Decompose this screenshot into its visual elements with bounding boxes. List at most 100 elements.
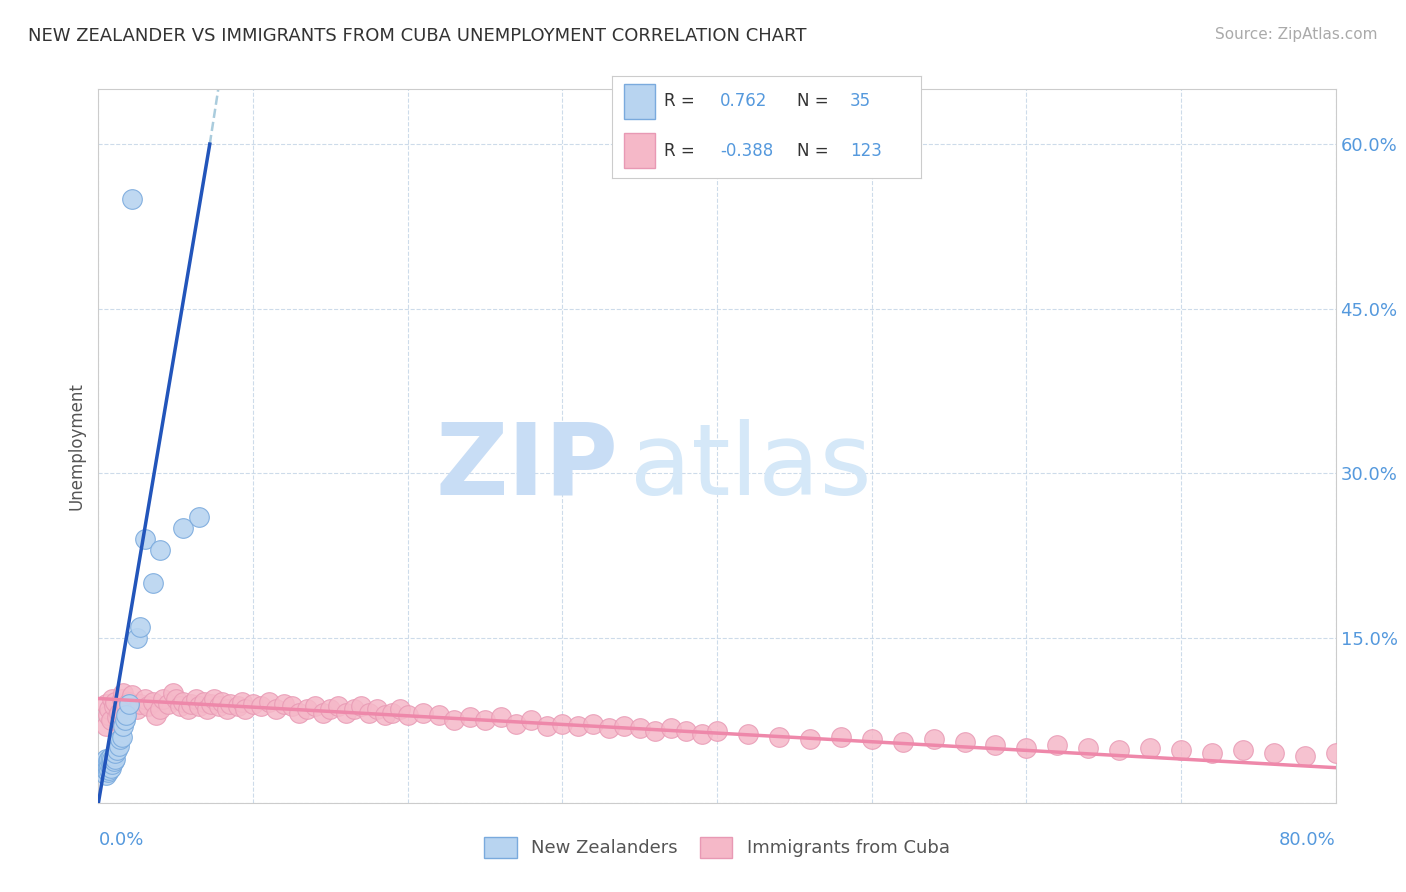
Text: Source: ZipAtlas.com: Source: ZipAtlas.com — [1215, 27, 1378, 42]
Text: 35: 35 — [849, 93, 870, 111]
Point — [1386, 752, 1406, 766]
Point — [100, 761, 122, 775]
Point — [96, 763, 118, 777]
Point — [1263, 747, 1285, 761]
Point — [101, 752, 124, 766]
Point — [173, 695, 195, 709]
Point — [129, 620, 152, 634]
Point — [104, 747, 127, 761]
Text: N =: N = — [797, 93, 828, 111]
Point — [97, 708, 120, 723]
Point — [1232, 743, 1254, 757]
Point — [118, 695, 141, 709]
Point — [953, 735, 976, 749]
Point — [162, 686, 184, 700]
Point — [1355, 749, 1378, 764]
Point — [250, 699, 273, 714]
Point — [104, 752, 127, 766]
Point — [319, 702, 342, 716]
Point — [474, 714, 496, 728]
Point — [427, 708, 450, 723]
Point — [98, 763, 121, 777]
Point — [112, 686, 135, 700]
Point — [768, 730, 790, 744]
Point — [115, 699, 138, 714]
Point — [350, 699, 373, 714]
Point — [215, 702, 238, 716]
Point — [799, 732, 821, 747]
Point — [98, 702, 121, 716]
Point — [149, 702, 172, 716]
Point — [1077, 740, 1099, 755]
Point — [100, 749, 122, 764]
Point — [100, 714, 122, 728]
Point — [96, 752, 118, 766]
Point — [297, 702, 319, 716]
Point — [180, 697, 202, 711]
Point — [326, 699, 350, 714]
Y-axis label: Unemployment: Unemployment — [67, 382, 86, 510]
Point — [644, 724, 666, 739]
Point — [335, 706, 357, 720]
Point — [136, 699, 159, 714]
Point — [458, 710, 481, 724]
Point — [195, 702, 218, 716]
Point — [312, 706, 335, 720]
Point — [115, 708, 138, 723]
Point — [860, 732, 883, 747]
Text: 0.762: 0.762 — [720, 93, 768, 111]
Point — [304, 699, 326, 714]
Point — [169, 699, 191, 714]
Point — [103, 748, 125, 763]
Point — [97, 754, 120, 768]
Point — [659, 721, 682, 735]
Point — [598, 721, 620, 735]
Bar — [624, 133, 655, 168]
Point — [142, 576, 165, 591]
Text: 123: 123 — [849, 142, 882, 160]
Point — [127, 702, 149, 716]
Point — [108, 732, 131, 747]
Point — [266, 702, 288, 716]
Point — [103, 699, 125, 714]
Point — [121, 192, 143, 206]
Point — [706, 724, 728, 739]
Point — [582, 716, 605, 731]
Point — [107, 739, 129, 753]
Point — [188, 699, 211, 714]
Point — [388, 702, 412, 716]
Point — [1324, 747, 1347, 761]
Point — [96, 697, 118, 711]
Point — [145, 708, 167, 723]
Point — [891, 735, 914, 749]
Point — [152, 691, 174, 706]
Point — [208, 699, 231, 714]
Point — [134, 691, 156, 706]
Point — [111, 730, 134, 744]
Text: NEW ZEALANDER VS IMMIGRANTS FROM CUBA UNEMPLOYMENT CORRELATION CHART: NEW ZEALANDER VS IMMIGRANTS FROM CUBA UN… — [28, 27, 807, 45]
Point — [231, 695, 253, 709]
Point — [1201, 747, 1223, 761]
Point — [101, 691, 124, 706]
Point — [830, 730, 852, 744]
Point — [489, 710, 512, 724]
Point — [105, 743, 128, 757]
Point — [103, 754, 125, 768]
Point — [520, 714, 543, 728]
Point — [1170, 743, 1192, 757]
Point — [107, 706, 129, 720]
Point — [96, 719, 118, 733]
Point — [105, 710, 128, 724]
Point — [118, 697, 141, 711]
Text: 80.0%: 80.0% — [1279, 831, 1336, 849]
Point — [211, 695, 233, 709]
Point — [157, 697, 180, 711]
Point — [567, 719, 589, 733]
Point — [200, 697, 222, 711]
Point — [226, 699, 249, 714]
Point — [114, 714, 136, 728]
Point — [443, 714, 465, 728]
Point — [96, 768, 118, 782]
Point — [984, 738, 1007, 752]
Point — [184, 691, 207, 706]
